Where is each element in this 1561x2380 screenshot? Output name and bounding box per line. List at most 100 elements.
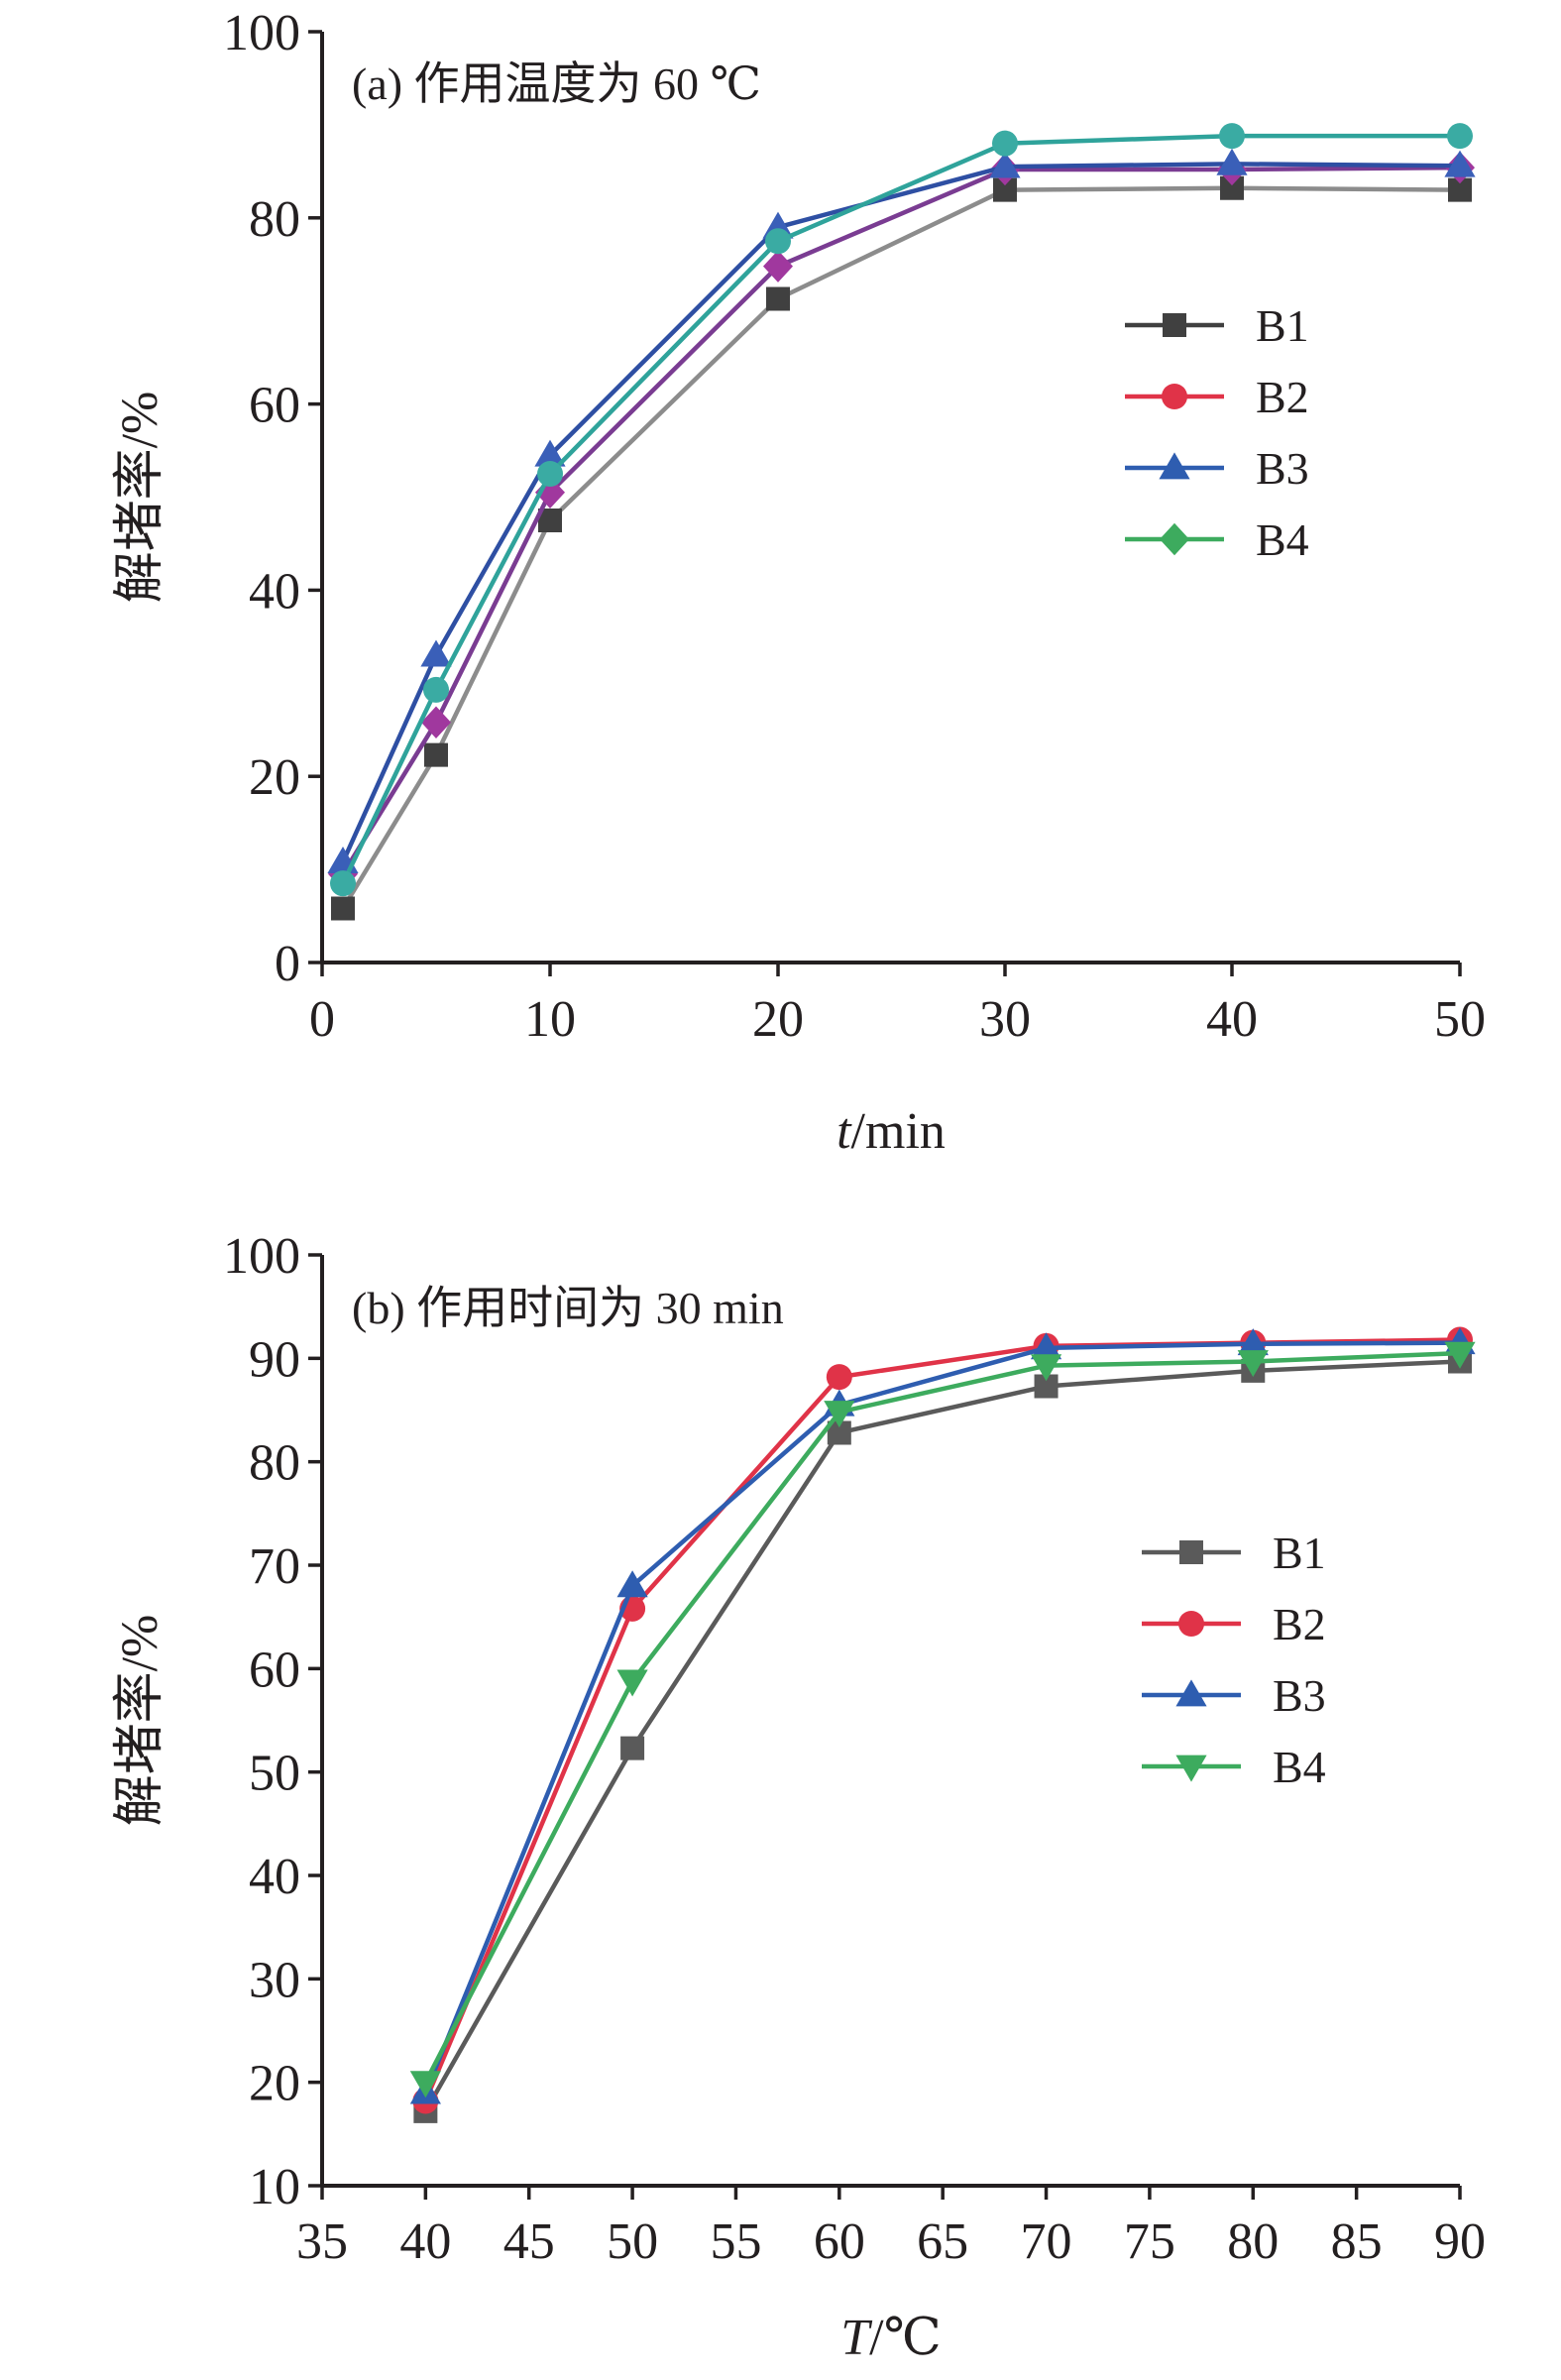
legend-label-b3: B3: [1256, 443, 1309, 494]
data-point-b1: [1220, 175, 1244, 200]
x-axis-title-symbol: t: [836, 1103, 852, 1160]
legend-label-b1: B1: [1273, 1528, 1326, 1578]
data-point-b2: [763, 250, 793, 283]
data-point-b3: [989, 151, 1021, 178]
x-tick-label: 65: [917, 2213, 968, 2270]
data-point-b4: [1219, 123, 1245, 150]
y-tick-label: 90: [249, 1331, 300, 1388]
y-tick-label: 40: [249, 1849, 300, 1905]
y-tick-label: 20: [249, 749, 300, 806]
x-tick-label: 85: [1331, 2213, 1383, 2270]
data-point-b1: [1448, 177, 1472, 202]
y-tick-label: 80: [249, 191, 300, 248]
data-point-b1: [620, 1736, 645, 1760]
data-point-b4: [992, 130, 1018, 157]
x-tick-label: 30: [979, 991, 1031, 1048]
data-point-b4: [330, 870, 356, 897]
data-point-b1: [424, 742, 448, 767]
series-line-b1: [423, 1359, 1461, 2112]
x-tick-label: 40: [1206, 991, 1258, 1048]
data-point-b1: [538, 508, 562, 532]
legend-label-b2: B2: [1256, 372, 1309, 422]
y-tick-label: 60: [249, 378, 300, 434]
data-point-b4: [409, 2071, 441, 2098]
series-line-b4: [340, 133, 1460, 885]
legend-label-b2: B2: [1273, 1599, 1326, 1649]
x-tick-label: 90: [1434, 2213, 1486, 2270]
x-axis-title-unit: /min: [851, 1103, 946, 1160]
x-tick-label: 55: [710, 2213, 761, 2270]
y-tick-label: 40: [249, 563, 300, 620]
series-b3: [327, 148, 1476, 873]
data-point-b4: [1237, 1350, 1269, 1378]
data-point-b4: [765, 228, 791, 255]
data-point-b4: [537, 461, 563, 488]
panel-title: (b) 作用时间为 30 min: [352, 1283, 784, 1333]
x-tick-label: 70: [1021, 2213, 1072, 2270]
data-point-b3: [1237, 1328, 1269, 1356]
data-point-b4: [1447, 123, 1473, 150]
series-b4: [409, 1341, 1476, 2098]
x-axis-title: T/℃: [840, 2310, 942, 2366]
x-tick-label: 75: [1124, 2213, 1175, 2270]
x-tick-label: 50: [607, 2213, 658, 2270]
data-point-b2: [421, 706, 451, 738]
data-point-b3: [1444, 150, 1476, 177]
data-point-b3: [1030, 1332, 1062, 1360]
legend-marker-b3: [1159, 452, 1190, 480]
legend-marker-b1: [1163, 313, 1186, 337]
legend-label-b4: B4: [1273, 1742, 1326, 1792]
data-point-b4: [423, 676, 449, 703]
legend-marker-b4: [1160, 522, 1189, 556]
chart-panel-b: 10 20 30 40 50 60 70 80 90 100 35 40 45 50 55 60 65 70 75 8…: [112, 1228, 1486, 2366]
x-tick-label: 35: [296, 2213, 348, 2270]
x-tick-label: 80: [1227, 2213, 1279, 2270]
legend-label-b3: B3: [1273, 1670, 1326, 1721]
series-line-b3: [423, 1340, 1461, 2094]
y-tick-label: 0: [275, 936, 300, 992]
legend-label-b1: B1: [1256, 300, 1309, 351]
panel-title: (a) 作用温度为 60 ℃: [352, 58, 761, 109]
data-point-b4: [824, 1401, 855, 1428]
data-point-b3: [1216, 148, 1248, 175]
y-tick-label: 80: [249, 1435, 300, 1492]
chart-panel-a: 0 20 40 60 80 100 0 10 20 30 40 50 t/min 解堵率/% (a) 作用温…: [112, 5, 1486, 1160]
legend-marker-b1: [1179, 1540, 1203, 1564]
data-point-b1: [766, 286, 790, 311]
x-tick-label: 10: [524, 991, 576, 1048]
data-point-b3: [420, 639, 452, 667]
data-point-b4: [1444, 1341, 1476, 1369]
x-axis-title: t/min: [836, 1103, 946, 1160]
series-line-b4: [423, 1350, 1461, 2084]
data-point-b1: [827, 1420, 851, 1445]
y-axis-title: 解堵率/%: [112, 392, 168, 604]
data-point-b1: [331, 896, 355, 921]
legend-label-b4: B4: [1256, 514, 1309, 565]
legend-marker-b2: [1178, 1611, 1204, 1637]
data-point-b2: [826, 1364, 852, 1391]
y-axis-title: 解堵率/%: [112, 1615, 168, 1827]
x-tick-label: 40: [399, 2213, 451, 2270]
data-point-b1: [993, 177, 1017, 202]
y-tick-label: 100: [223, 5, 300, 61]
x-tick-label: 50: [1434, 991, 1486, 1048]
x-tick-label: 45: [503, 2213, 555, 2270]
x-tick-label: 20: [752, 991, 804, 1048]
series-b4: [330, 123, 1473, 897]
y-tick-label: 30: [249, 1952, 300, 2008]
y-tick-label: 60: [249, 1642, 300, 1698]
x-tick-label: 0: [309, 991, 335, 1048]
legend: B1 B2 B3 B4: [1142, 1528, 1326, 1792]
y-tick-label: 10: [249, 2159, 300, 2215]
series-b1: [331, 175, 1472, 921]
legend: B1 B2 B3 B4: [1125, 300, 1309, 565]
legend-marker-b4: [1175, 1755, 1207, 1782]
y-tick-label: 100: [223, 1228, 300, 1285]
y-tick-label: 50: [249, 1746, 300, 1802]
x-axis-title-symbol: T: [840, 2310, 872, 2366]
x-axis-title-unit: /℃: [869, 2310, 942, 2366]
data-point-b3: [616, 1570, 648, 1598]
data-point-b3: [534, 439, 566, 467]
x-tick-label: 60: [814, 2213, 865, 2270]
